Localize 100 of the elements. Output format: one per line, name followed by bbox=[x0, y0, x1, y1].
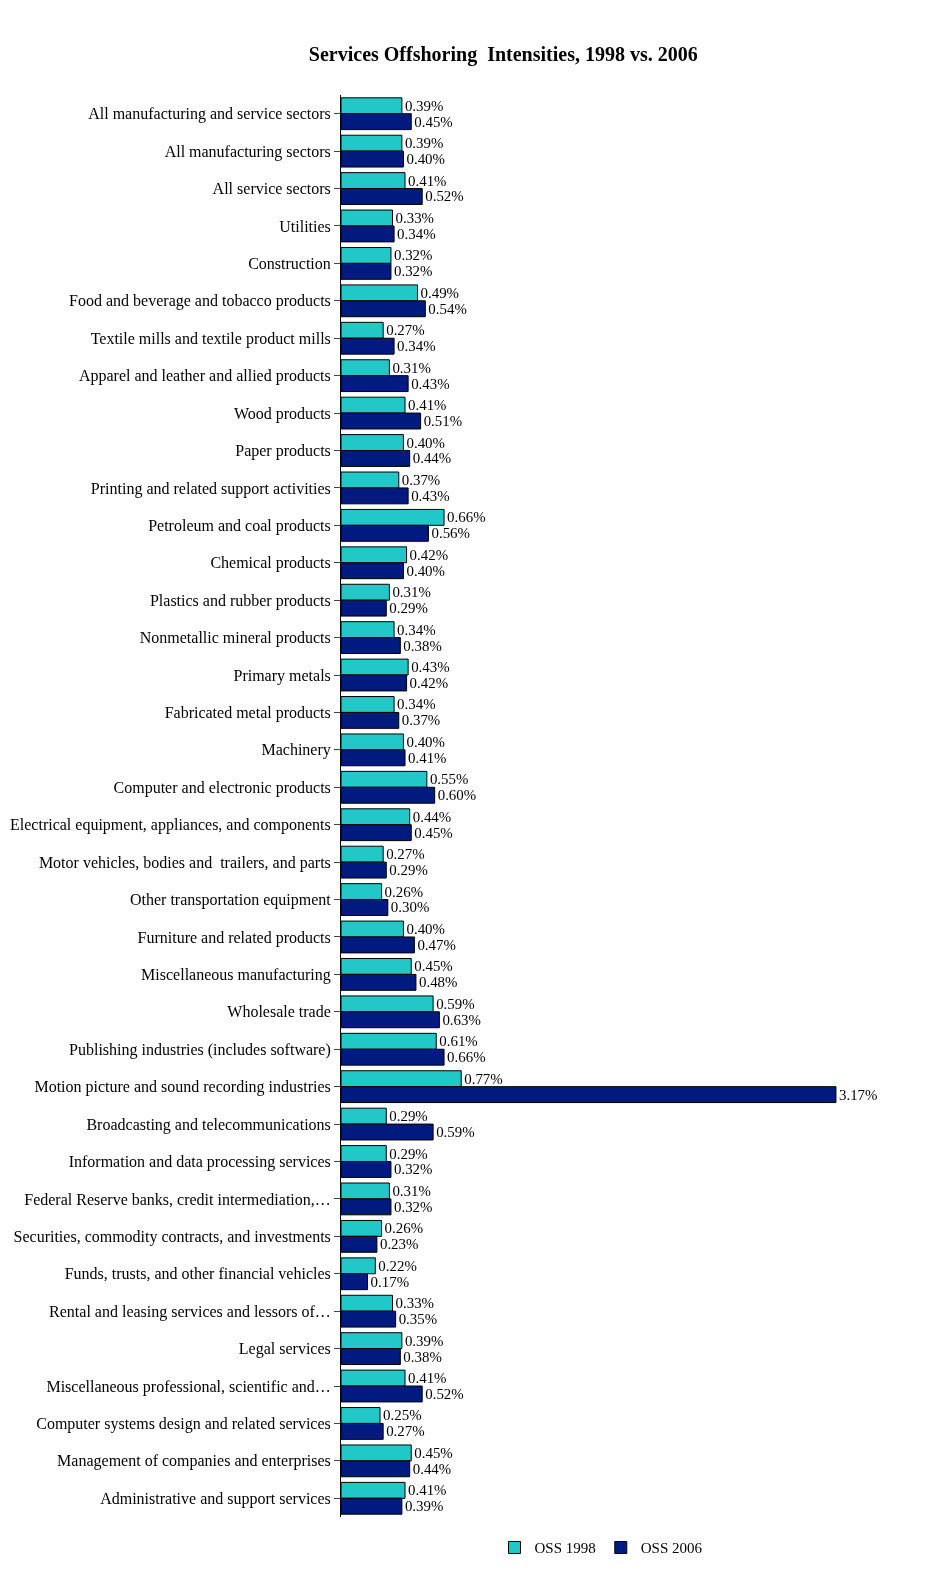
data-label: 0.34% bbox=[397, 696, 436, 713]
data-label: 0.33% bbox=[395, 209, 435, 226]
y-tick-label: Securities, commodity contracts, and investments bbox=[13, 1227, 331, 1246]
data-label: 0.44% bbox=[412, 450, 452, 467]
y-tick-label: Paper products bbox=[235, 442, 331, 461]
data-label: 0.39% bbox=[404, 1498, 444, 1515]
data-label: 0.34% bbox=[397, 225, 436, 242]
data-label: 0.43% bbox=[411, 659, 450, 676]
data-label: 0.29% bbox=[389, 862, 428, 879]
y-tick-label: Miscellaneous professional, scientific and… bbox=[46, 1377, 331, 1396]
data-label: 0.29% bbox=[389, 1108, 428, 1125]
data-label: 0.29% bbox=[389, 600, 428, 617]
data-label: 0.30% bbox=[390, 899, 430, 916]
data-label: 0.41% bbox=[408, 397, 447, 414]
y-tick-label: Rental and leasing services and lessors of… bbox=[49, 1302, 331, 1321]
data-label: 0.23% bbox=[379, 1236, 419, 1253]
y-tick-label: Computer systems design and related services bbox=[36, 1415, 331, 1434]
y-tick-label: All manufacturing sectors bbox=[164, 142, 331, 161]
data-label: 0.34% bbox=[397, 621, 436, 638]
y-tick-label: Chemical products bbox=[210, 554, 331, 573]
data-label: 0.31% bbox=[392, 584, 431, 601]
y-tick-label: Construction bbox=[248, 254, 331, 272]
data-label: 0.77% bbox=[464, 1070, 503, 1087]
y-tick-label: Utilities bbox=[279, 217, 331, 235]
y-tick-label: Motor vehicles, bodies and trailers, and parts bbox=[38, 853, 331, 872]
data-label: 0.40% bbox=[406, 562, 445, 579]
y-tick-label: Publishing industries (includes software) bbox=[69, 1040, 331, 1059]
data-label: 0.38% bbox=[403, 1348, 442, 1365]
data-label: 0.31% bbox=[392, 359, 431, 376]
y-tick-label: Furniture and related products bbox=[137, 928, 331, 947]
data-label: 0.45% bbox=[414, 113, 453, 130]
data-label: 0.27% bbox=[386, 846, 425, 863]
data-label: 0.26% bbox=[384, 1220, 424, 1237]
data-label: 0.40% bbox=[406, 434, 445, 451]
chart-title: Services Offshoring Intensities, 1998 vs. 2006 bbox=[308, 43, 698, 67]
data-label: 0.27% bbox=[386, 322, 425, 339]
data-label: 0.41% bbox=[408, 749, 447, 766]
data-label: 0.45% bbox=[414, 824, 453, 841]
data-label: 0.59% bbox=[436, 1124, 475, 1140]
data-label: 0.42% bbox=[409, 674, 449, 691]
data-label: 0.66% bbox=[447, 509, 486, 526]
data-label: 0.34% bbox=[397, 338, 436, 355]
data-label: 0.37% bbox=[401, 471, 441, 488]
data-label: 0.55% bbox=[429, 771, 469, 788]
data-label: 0.41% bbox=[408, 1482, 447, 1499]
y-tick-label: Wood products bbox=[233, 404, 331, 423]
y-tick-label: All service sectors bbox=[212, 180, 331, 198]
data-label: 0.40% bbox=[406, 151, 445, 168]
data-label: 0.41% bbox=[408, 172, 447, 189]
y-tick-label: Apparel and leather and allied products bbox=[78, 367, 331, 386]
data-label: 0.32% bbox=[393, 247, 433, 264]
data-label: 0.38% bbox=[403, 637, 442, 654]
data-label: 0.33% bbox=[395, 1295, 435, 1312]
data-label: 0.66% bbox=[447, 1049, 486, 1066]
y-tick-label: Legal services bbox=[238, 1340, 331, 1359]
data-label: 0.44% bbox=[412, 1460, 452, 1477]
data-label: 0.54% bbox=[428, 300, 467, 317]
y-tick-label: Administrative and support services bbox=[100, 1489, 331, 1508]
y-tick-label: Nonmetallic mineral products bbox=[139, 629, 331, 648]
data-label: 0.32% bbox=[393, 1161, 433, 1178]
data-label: 0.52% bbox=[425, 1385, 464, 1402]
y-tick-label: Electrical equipment, appliances, and components bbox=[10, 816, 331, 835]
data-label: 0.41% bbox=[408, 1370, 447, 1387]
data-label: 0.60% bbox=[437, 787, 477, 804]
data-label: 3.17% bbox=[838, 1086, 878, 1103]
data-label: 0.25% bbox=[383, 1407, 422, 1424]
data-label: 0.56% bbox=[431, 525, 470, 542]
data-label: 0.37% bbox=[401, 712, 441, 729]
data-label: 0.39% bbox=[404, 135, 444, 152]
data-label: 0.52% bbox=[425, 188, 464, 205]
y-tick-label: Funds, trusts, and other financial vehicles bbox=[64, 1265, 331, 1283]
data-label: 0.59% bbox=[436, 995, 475, 1012]
data-label: 0.47% bbox=[417, 936, 456, 953]
y-tick-label: Other transportation equipment bbox=[129, 891, 332, 910]
y-tick-label: Printing and related support activities bbox=[90, 479, 331, 498]
data-label: 0.49% bbox=[420, 284, 460, 301]
y-tick-label: All manufacturing and service sectors bbox=[88, 105, 331, 124]
data-label: 0.39% bbox=[404, 97, 444, 114]
data-label: 0.43% bbox=[411, 375, 450, 392]
y-tick-label: Primary metals bbox=[233, 666, 331, 685]
data-label: 0.44% bbox=[412, 808, 452, 825]
legend-label: OSS 1998 bbox=[534, 1540, 596, 1557]
data-label: 0.39% bbox=[404, 1332, 444, 1349]
y-tick-label: Wholesale trade bbox=[227, 1003, 331, 1021]
y-tick-label: Information and data processing services bbox=[68, 1153, 331, 1172]
data-label: 0.22% bbox=[378, 1257, 417, 1274]
data-label: 0.61% bbox=[439, 1033, 478, 1050]
y-tick-label: Textile mills and textile product mills bbox=[90, 329, 331, 348]
data-label: 0.17% bbox=[370, 1273, 410, 1290]
data-label: 0.43% bbox=[411, 487, 450, 504]
data-label: 0.40% bbox=[406, 733, 445, 750]
data-label: 0.26% bbox=[384, 883, 424, 900]
data-label: 0.27% bbox=[386, 1423, 425, 1440]
data-label: 0.32% bbox=[393, 1198, 433, 1215]
y-tick-label: Federal Reserve banks, credit intermediation,… bbox=[24, 1190, 331, 1208]
data-label: 0.63% bbox=[442, 1011, 481, 1028]
y-tick-label: Plastics and rubber products bbox=[149, 591, 331, 610]
data-label: 0.48% bbox=[418, 974, 458, 991]
data-label: 0.32% bbox=[393, 263, 433, 280]
data-label: 0.31% bbox=[392, 1182, 431, 1199]
